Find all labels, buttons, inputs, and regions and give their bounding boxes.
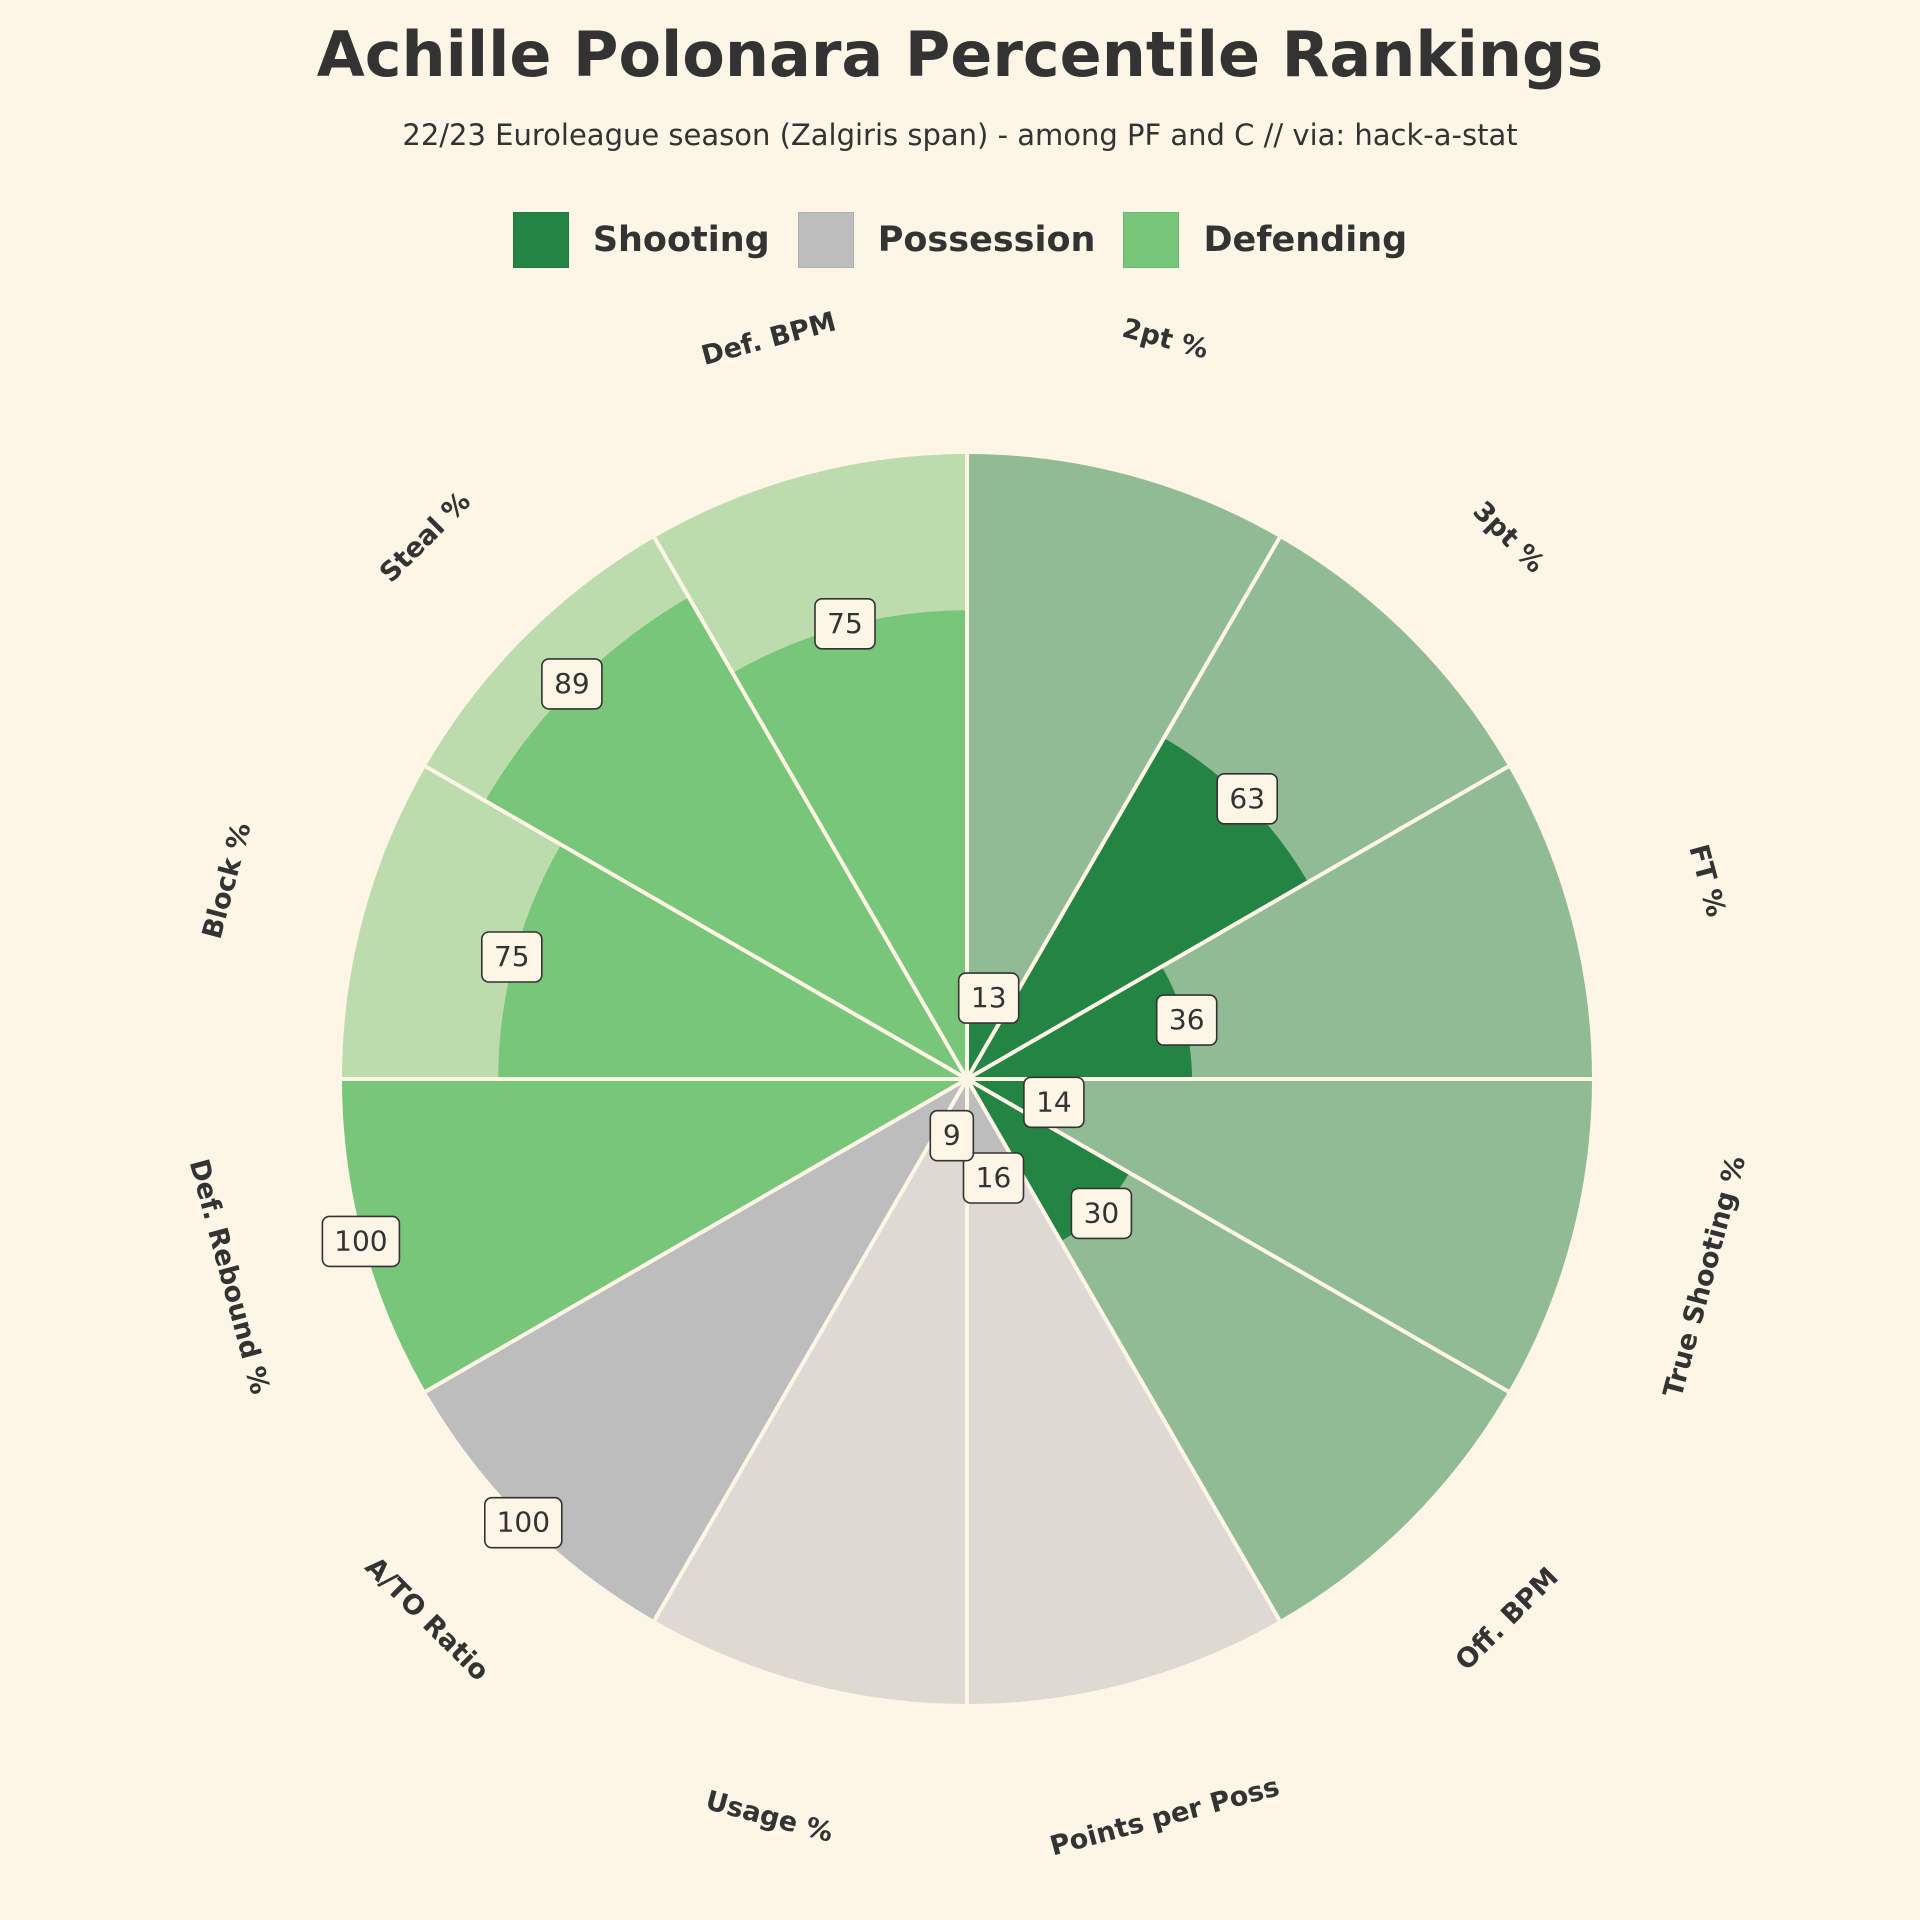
value-label-def-rebound: 100 [334, 1224, 387, 1257]
value-label-true-shooting: 14 [1036, 1085, 1072, 1118]
value-label-block: 75 [494, 940, 530, 973]
value-label-3pt: 63 [1229, 782, 1265, 815]
bar-a-to-ratio [425, 1079, 968, 1621]
legend-label-possession: Possession [877, 220, 1096, 260]
value-label-box-3pt [1216, 772, 1278, 825]
category-label-steal: Steal % [374, 486, 477, 589]
legend-item-defending: Defending [1123, 212, 1407, 268]
sector-divider [652, 1078, 969, 1622]
value-label-box-def-bpm [814, 597, 876, 650]
background-wedge-2pt [967, 454, 1280, 1079]
sector-divider [966, 764, 1510, 1081]
value-label-off-bpm: 30 [1084, 1196, 1120, 1229]
value-label-box-ft [1155, 994, 1218, 1046]
legend: Shooting Possession Defending [0, 212, 1920, 268]
category-label-def-rebound: Def. Rebound % [183, 1156, 276, 1398]
bar-ft [967, 966, 1192, 1079]
sector-divider [652, 536, 969, 1080]
sector-divider [424, 764, 968, 1081]
background-wedge-true-shooting [967, 1079, 1592, 1392]
value-label-points-per-poss: 16 [976, 1161, 1012, 1194]
bar-block [498, 844, 967, 1079]
legend-swatch-defending [1123, 212, 1180, 268]
category-label-points-per-poss: Points per Poss [1047, 1771, 1283, 1862]
sector-divider [424, 1077, 968, 1394]
category-label-a-to-ratio: A/TO Ratio [359, 1551, 495, 1687]
value-label-a-to-ratio: 100 [497, 1506, 550, 1539]
legend-label-defending: Defending [1203, 220, 1408, 260]
value-label-usage: 9 [943, 1119, 961, 1152]
category-label-off-bpm: Off. BPM [1450, 1562, 1565, 1677]
value-label-box-steal [541, 658, 603, 710]
value-label-box-def-rebound [321, 1215, 401, 1268]
chart-subtitle: 22/23 Euroleague season (Zalgiris span) … [402, 118, 1518, 152]
value-label-box-off-bpm [1070, 1187, 1133, 1240]
category-label-def-bpm: Def. BPM [698, 306, 839, 372]
legend-item-shooting: Shooting [512, 212, 770, 268]
bar-def-bpm [732, 610, 967, 1079]
category-label-ft: FT % [1682, 841, 1731, 920]
value-labels: 13 63 36 14 30 16 9 100 100 75 89 75 [321, 597, 1278, 1549]
value-label-def-bpm: 75 [827, 607, 863, 640]
sector-divider [966, 1077, 1510, 1394]
value-label-box-2pt [957, 972, 1020, 1024]
value-label-ft: 36 [1169, 1003, 1205, 1036]
category-label-usage: Usage % [702, 1785, 836, 1849]
category-label-block: Block % [197, 819, 258, 942]
legend-swatch-possession [797, 212, 854, 268]
category-label-2pt: 2pt % [1119, 313, 1212, 366]
value-label-box-true-shooting [1023, 1076, 1085, 1129]
bar-def-rebound [342, 1079, 967, 1392]
legend-label-shooting: Shooting [592, 220, 770, 260]
value-label-2pt: 13 [971, 981, 1007, 1014]
value-label-steal: 89 [554, 667, 590, 700]
background-wedge-points-per-poss [967, 1079, 1280, 1704]
legend-item-possession: Possession [797, 212, 1096, 268]
value-label-box-block [480, 931, 543, 983]
legend-swatch-shooting [512, 212, 569, 268]
chart-title: Achille Polonara Percentile Rankings [316, 18, 1604, 91]
value-label-box-a-to-ratio [483, 1496, 563, 1549]
value-label-box-usage [929, 1109, 975, 1162]
bar-steal [485, 597, 967, 1079]
category-label-3pt: 3pt % [1467, 496, 1551, 580]
value-label-box-points-per-poss [962, 1152, 1025, 1204]
category-label-true-shooting: True Shooting % [1658, 1153, 1752, 1401]
background-wedge-usage [654, 1079, 967, 1704]
